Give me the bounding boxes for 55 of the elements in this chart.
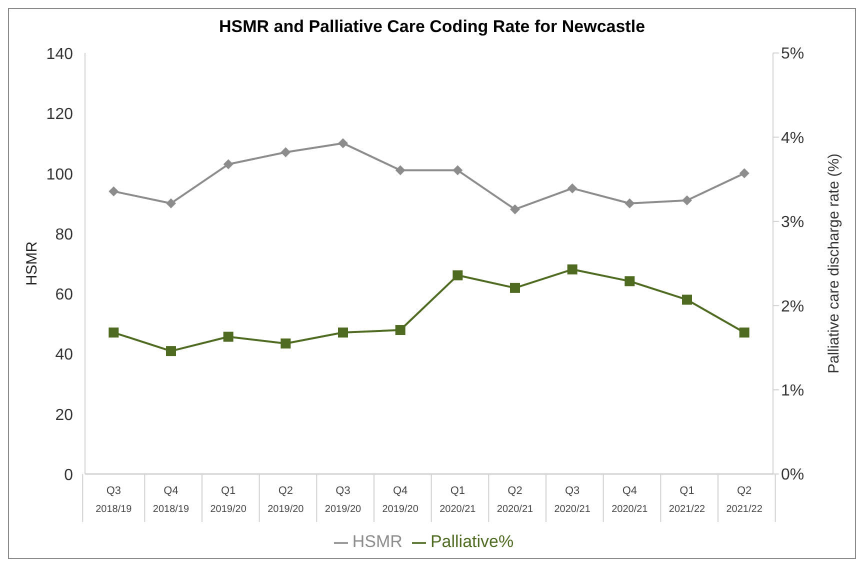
- point: [338, 328, 348, 338]
- y2-axis-title: Palliative care discharge rate (%): [825, 153, 842, 374]
- point: [567, 183, 578, 194]
- y-tick-label: 60: [55, 286, 74, 304]
- point: [624, 198, 635, 208]
- y2-tick-label: 0%: [781, 466, 804, 484]
- x-tick-label: Q2 2020/21: [496, 485, 534, 515]
- y-axis-title: HSMR: [23, 241, 40, 286]
- x-tick-label: Q1 2019/20: [210, 485, 247, 515]
- point: [395, 165, 406, 176]
- point: [510, 204, 520, 214]
- y-tick-label: 0: [64, 467, 74, 484]
- point: [280, 147, 291, 158]
- y-tick-label: 80: [55, 226, 74, 244]
- y-tick-label: 120: [46, 106, 74, 124]
- y2-tick-label: 4%: [781, 130, 804, 147]
- chart-title: HSMR and Palliative Care Coding Rate for Newcastle: [218, 17, 646, 37]
- x-tick-label: Q2 2019/20: [268, 485, 304, 515]
- point: [682, 294, 692, 305]
- point: [567, 264, 578, 274]
- point: [395, 325, 406, 336]
- x-tick-label: Q4 2020/21: [612, 485, 648, 515]
- x-tick-label: Q1 2021/22: [668, 485, 706, 515]
- x-tick-label: Q2 2021/22: [726, 485, 763, 515]
- y-tick-label: 20: [55, 406, 74, 424]
- point: [108, 186, 119, 196]
- point: [739, 168, 750, 178]
- point: [223, 159, 234, 170]
- y2-tick-label: 1%: [781, 382, 804, 400]
- y2-tick-label: 2%: [781, 298, 804, 316]
- x-tick-label: Q1 2020/21: [440, 485, 476, 515]
- point: [223, 332, 234, 342]
- y-tick-label: 100: [46, 166, 74, 184]
- point: [108, 328, 119, 338]
- legend-label: Palliative%: [430, 532, 514, 551]
- x-tick-label: Q4 2019/20: [382, 485, 419, 515]
- point: [166, 198, 176, 208]
- point: [682, 195, 692, 206]
- y-tick-label: 140: [46, 46, 74, 63]
- point: [452, 270, 463, 280]
- y2-tick-label: 5%: [781, 46, 804, 63]
- point: [510, 282, 520, 293]
- point: [624, 276, 635, 286]
- x-tick-label: Q4 2018/19: [152, 485, 190, 515]
- y-tick-label: 40: [55, 346, 74, 364]
- point: [338, 138, 348, 148]
- x-tick-label: Q3 2020/21: [554, 485, 591, 515]
- x-tick-label: Q3 2018/19: [96, 485, 132, 515]
- x-tick-label: Q3 2019/20: [324, 485, 362, 515]
- point: [280, 338, 291, 348]
- y2-tick-label: 3%: [781, 214, 804, 232]
- point: [452, 165, 463, 176]
- point: [166, 346, 176, 356]
- legend-label: HSMR: [352, 532, 402, 551]
- point: [739, 328, 750, 338]
